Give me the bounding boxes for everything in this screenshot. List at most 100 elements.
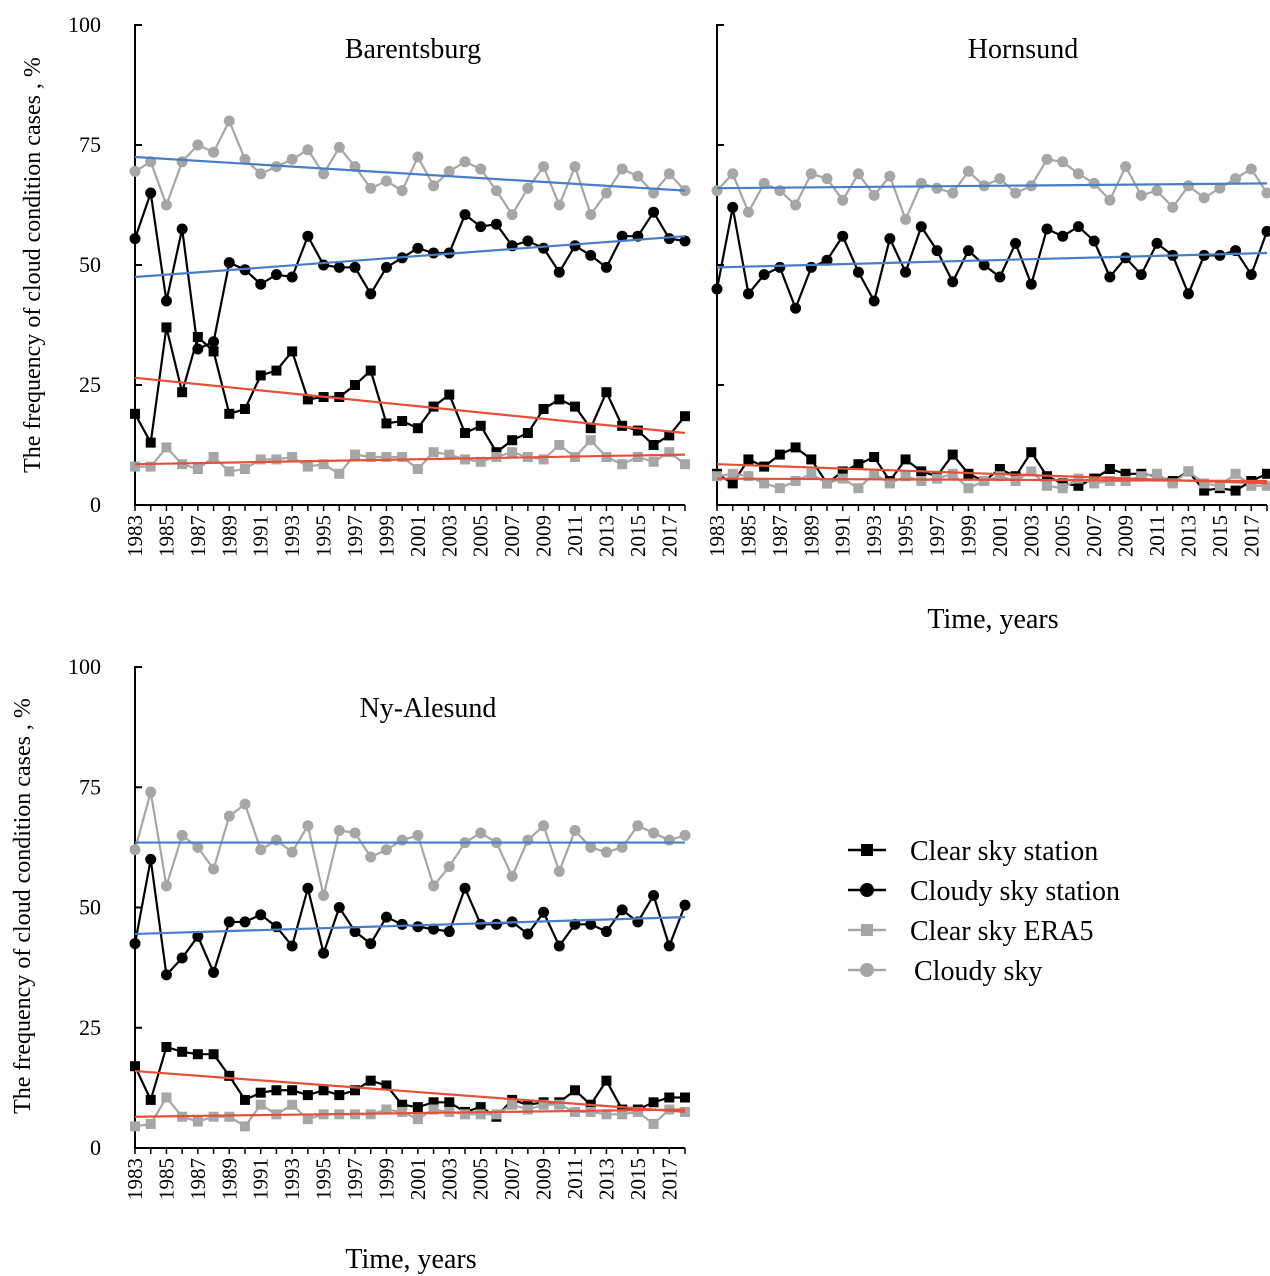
data-point [507, 1099, 518, 1110]
x-tick-label: 2013 [594, 515, 618, 557]
data-point [412, 1102, 423, 1113]
data-point [240, 404, 250, 414]
data-point [444, 389, 455, 400]
data-point [553, 940, 565, 952]
data-point [334, 468, 345, 479]
data-point [601, 1109, 612, 1120]
data-point [632, 170, 644, 182]
data-point [648, 889, 660, 901]
data-point [1041, 153, 1053, 165]
data-point [334, 1090, 345, 1101]
data-point [1261, 225, 1270, 237]
data-point [994, 173, 1006, 185]
series-cloudy-sky [711, 153, 1270, 225]
legend: Clear sky station Cloudy sky station Cle… [848, 836, 1120, 987]
data-point [271, 454, 282, 465]
data-point [774, 261, 786, 273]
legend-item-cloudy-sky: Cloudy sky [848, 956, 1042, 987]
data-point [632, 425, 643, 436]
data-point [522, 1104, 533, 1115]
x-tick-label: 1983 [705, 515, 729, 557]
data-point [758, 177, 770, 189]
x-tick-label: 2011 [563, 515, 587, 556]
data-point [570, 401, 580, 412]
data-point [223, 916, 235, 928]
data-point [333, 261, 345, 273]
panel-title: Hornsund [968, 34, 1078, 65]
data-point [208, 966, 220, 978]
data-point [192, 1049, 203, 1060]
data-point [1135, 269, 1147, 281]
data-point [286, 271, 298, 283]
data-point [192, 343, 204, 355]
panel-hornsund: 1983 1985 1987 1989 1991 1993 1995 1997 1999 2001… [705, 24, 1270, 557]
data-point [223, 810, 235, 822]
y-tick-label: 75 [79, 132, 101, 157]
data-point [145, 853, 157, 865]
data-point [979, 476, 990, 486]
x-tick-label: 1989 [217, 1158, 241, 1200]
x-tick-label: 2003 [437, 515, 461, 557]
x-tick-label: 2007 [500, 515, 524, 557]
data-point [396, 185, 408, 197]
x-tick-label: 1983 [123, 515, 147, 557]
trend-line-clear-sky-station [134, 1069, 686, 1114]
legend-label: Clear sky station [910, 836, 1098, 867]
data-point [617, 459, 628, 470]
data-point [302, 461, 313, 472]
data-point [727, 201, 739, 213]
data-point [192, 139, 204, 151]
x-tick-label: 1983 [123, 1158, 147, 1200]
legend-marker-circle-black [860, 883, 874, 897]
trend-line-cloudy-sky-station [134, 235, 686, 279]
data-point [1246, 480, 1257, 491]
data-point [837, 230, 849, 242]
y-tick-label: 100 [68, 12, 101, 37]
data-point [412, 242, 424, 254]
x-tick-label: 2009 [532, 1158, 556, 1200]
data-point [475, 827, 487, 839]
data-point [1262, 468, 1270, 479]
data-point [868, 189, 880, 201]
data-point [380, 261, 392, 273]
data-point [727, 478, 738, 489]
data-point [947, 187, 959, 199]
legend-marker-circle-gray [860, 963, 874, 977]
data-point [822, 478, 832, 489]
data-point [161, 322, 172, 333]
data-point [1057, 230, 1069, 242]
data-point [255, 844, 267, 856]
data-point [286, 846, 298, 858]
data-point [1151, 237, 1163, 249]
data-point [286, 153, 298, 165]
x-tick-label: 1991 [831, 515, 855, 557]
data-point [962, 165, 974, 177]
data-point [161, 1092, 172, 1103]
x-tick-label: 1985 [154, 1158, 178, 1200]
data-point [490, 918, 502, 930]
data-point [1073, 473, 1084, 484]
data-point [600, 261, 612, 273]
data-point [412, 829, 424, 841]
data-point [759, 478, 770, 489]
legend-marker-square-gray [861, 924, 873, 936]
data-point [192, 930, 204, 942]
data-point [506, 870, 518, 882]
x-tick-label: 2017 [657, 1158, 681, 1200]
data-point [302, 820, 314, 832]
data-point [805, 168, 817, 180]
data-point [491, 1109, 502, 1120]
data-point [900, 266, 912, 278]
data-point [664, 1092, 675, 1103]
data-point [711, 185, 723, 197]
data-point [318, 947, 330, 959]
series-cloudy-sky-station [711, 201, 1270, 314]
data-point [428, 180, 440, 192]
x-tick-label: 1999 [374, 1158, 398, 1200]
data-point [884, 478, 895, 489]
data-point [727, 168, 739, 180]
data-point [727, 468, 738, 479]
data-point [1010, 187, 1022, 199]
data-point [585, 918, 597, 930]
series-line [133, 791, 686, 896]
